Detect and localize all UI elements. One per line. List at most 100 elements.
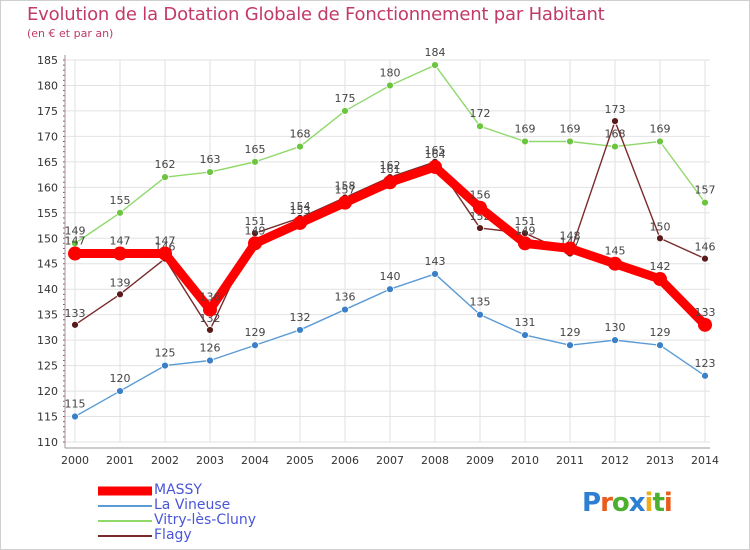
data-point	[611, 336, 619, 345]
data-label: 126	[200, 342, 221, 355]
x-tick-label: 2013	[646, 454, 674, 467]
data-point	[341, 107, 349, 115]
legend: MASSY La Vineuse Vitry-lès-Cluny Flagy	[98, 482, 358, 543]
data-label: 139	[110, 276, 131, 289]
legend-label-massy: MASSY	[154, 482, 202, 498]
data-label: 184	[425, 46, 446, 59]
data-label: 164	[425, 148, 446, 161]
data-point	[116, 387, 124, 395]
y-tick-label: 110	[37, 436, 58, 449]
data-point	[203, 302, 217, 317]
x-tick-label: 2014	[691, 454, 719, 467]
data-label: 132	[290, 311, 311, 324]
logo-letter: i	[644, 488, 654, 518]
data-point	[521, 137, 529, 146]
data-label: 169	[515, 122, 536, 135]
x-tick-label: 2011	[556, 454, 584, 467]
logo-letter: o	[611, 488, 630, 518]
y-tick-label: 135	[37, 309, 58, 322]
y-tick-label: 130	[37, 334, 58, 347]
y-tick-label: 175	[37, 105, 58, 118]
logo-letter: x	[628, 488, 646, 518]
data-label: 173	[605, 103, 626, 116]
data-point	[341, 305, 349, 314]
data-point	[701, 198, 709, 207]
y-tick-label: 170	[37, 130, 58, 143]
data-label: 131	[515, 316, 536, 329]
data-point	[293, 215, 307, 230]
logo-letter: t	[652, 488, 664, 518]
data-label: 115	[65, 398, 86, 411]
data-point	[518, 236, 532, 251]
data-label: 129	[560, 326, 581, 339]
data-label: 169	[650, 122, 671, 135]
data-point	[296, 326, 304, 334]
x-tick-label: 2003	[196, 454, 224, 467]
data-label: 165	[425, 144, 446, 157]
data-point	[608, 256, 622, 271]
data-point	[158, 246, 172, 261]
data-point	[386, 285, 394, 294]
data-label: 162	[155, 158, 176, 171]
data-label: 125	[155, 347, 176, 360]
data-label: 155	[110, 194, 131, 207]
data-label: 161	[380, 163, 401, 176]
data-label: 129	[245, 326, 266, 339]
data-label: 148	[560, 229, 581, 242]
chart-title: Evolution de la Dotation Globale de Fonc…	[27, 4, 605, 25]
data-point	[206, 168, 214, 176]
data-label: 129	[650, 326, 671, 339]
data-point	[338, 195, 352, 210]
legend-swatch-la-vineuse	[98, 504, 152, 507]
data-label: 149	[515, 224, 536, 237]
data-label: 151	[245, 215, 266, 228]
data-point	[386, 81, 394, 90]
data-label: 142	[650, 260, 671, 273]
data-point	[251, 157, 259, 166]
data-point	[68, 246, 82, 261]
y-tick-label: 185	[37, 54, 58, 67]
data-point	[116, 290, 124, 299]
data-point	[611, 117, 619, 126]
data-point	[698, 317, 712, 332]
y-tick-label: 140	[37, 283, 58, 296]
data-point	[476, 310, 484, 319]
data-label: 153	[290, 204, 311, 217]
data-point	[701, 254, 709, 263]
data-point	[71, 412, 79, 421]
legend-item-massy: MASSY	[98, 482, 358, 498]
data-label: 149	[245, 224, 266, 237]
data-point	[116, 208, 124, 217]
data-point	[383, 175, 397, 190]
data-point	[611, 142, 619, 151]
data-point	[206, 326, 214, 334]
data-point	[521, 331, 529, 339]
data-point	[473, 200, 487, 215]
x-tick-label: 2007	[376, 454, 404, 467]
x-tick-label: 2001	[106, 454, 134, 467]
data-point	[161, 173, 169, 182]
data-point	[248, 236, 262, 251]
logo-letter: P	[582, 488, 601, 518]
y-tick-label: 155	[37, 207, 58, 220]
data-label: 136	[335, 291, 356, 304]
data-label: 140	[380, 270, 401, 283]
data-label: 150	[650, 220, 671, 233]
data-label: 180	[380, 66, 401, 79]
data-label: 149	[65, 224, 86, 237]
data-label: 130	[605, 321, 626, 334]
legend-swatch-flagy	[98, 534, 152, 537]
data-label: 133	[65, 307, 86, 320]
data-label: 123	[695, 357, 716, 370]
data-label: 156	[470, 189, 491, 202]
data-label: 143	[425, 255, 446, 268]
y-tick-label: 165	[37, 156, 58, 169]
data-point	[428, 159, 442, 174]
y-tick-label: 120	[37, 385, 58, 398]
data-label: 169	[560, 122, 581, 135]
x-tick-label: 2009	[466, 454, 494, 467]
legend-label-flagy: Flagy	[154, 527, 192, 543]
x-tick-label: 2012	[601, 454, 629, 467]
